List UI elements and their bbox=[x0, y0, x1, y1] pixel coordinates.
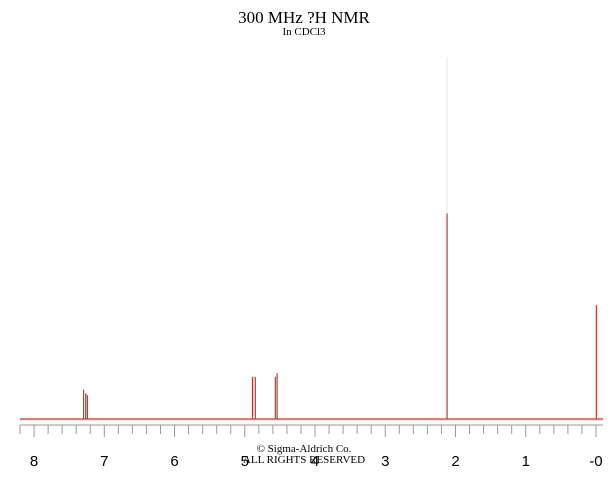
chart-title: 300 MHz ?H NMR bbox=[238, 8, 370, 27]
x-tick-label: 7 bbox=[100, 453, 108, 470]
chart-subtitle: In CDCl3 bbox=[282, 26, 326, 38]
x-tick-label: -0 bbox=[589, 453, 602, 470]
x-axis bbox=[19, 424, 603, 437]
x-tick-labels: 8 7 6 5 4 3 2 1 -0 bbox=[30, 453, 603, 470]
peaks-group bbox=[82, 213, 597, 419]
baseline-group bbox=[20, 418, 603, 421]
credit-line-1: © Sigma-Aldrich Co. bbox=[257, 443, 352, 455]
x-tick-label: 2 bbox=[451, 453, 459, 470]
credit-line-2: ALL RIGHTS RESERVED bbox=[243, 454, 365, 466]
x-tick-label: 8 bbox=[30, 453, 38, 470]
x-tick-label: 6 bbox=[170, 453, 178, 470]
x-tick-label: 1 bbox=[522, 453, 530, 470]
x-tick-label: 3 bbox=[381, 453, 389, 470]
x-tick-label: 5 bbox=[241, 453, 249, 470]
x-tick-label: 4 bbox=[311, 453, 319, 470]
